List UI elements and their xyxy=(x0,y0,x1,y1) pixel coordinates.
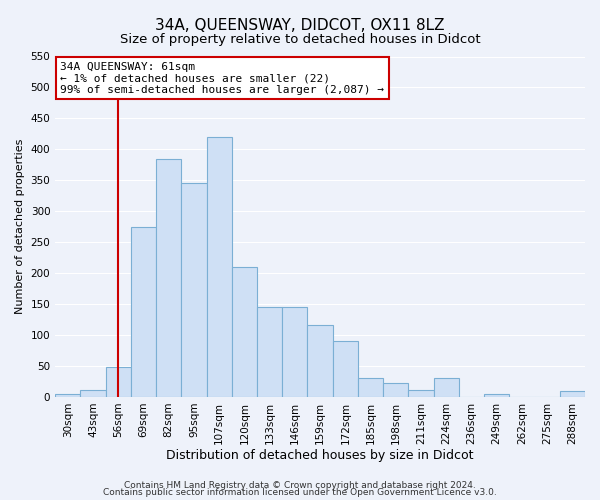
Bar xyxy=(257,307,282,397)
Text: 34A, QUEENSWAY, DIDCOT, OX11 8LZ: 34A, QUEENSWAY, DIDCOT, OX11 8LZ xyxy=(155,18,445,32)
Bar xyxy=(106,367,131,397)
Bar xyxy=(332,341,358,397)
Bar xyxy=(307,324,332,397)
Bar xyxy=(181,184,206,397)
Y-axis label: Number of detached properties: Number of detached properties xyxy=(15,139,25,314)
Text: Contains public sector information licensed under the Open Government Licence v3: Contains public sector information licen… xyxy=(103,488,497,497)
Bar xyxy=(434,378,459,397)
Bar xyxy=(383,384,409,397)
Bar xyxy=(232,267,257,397)
Bar xyxy=(55,394,80,397)
Text: 34A QUEENSWAY: 61sqm
← 1% of detached houses are smaller (22)
99% of semi-detach: 34A QUEENSWAY: 61sqm ← 1% of detached ho… xyxy=(61,62,385,95)
Bar xyxy=(131,226,156,397)
Bar xyxy=(206,137,232,397)
Bar xyxy=(80,390,106,397)
X-axis label: Distribution of detached houses by size in Didcot: Distribution of detached houses by size … xyxy=(166,450,474,462)
Bar xyxy=(282,307,307,397)
Bar xyxy=(156,158,181,397)
Bar xyxy=(358,378,383,397)
Bar xyxy=(560,391,585,397)
Bar xyxy=(409,390,434,397)
Text: Contains HM Land Registry data © Crown copyright and database right 2024.: Contains HM Land Registry data © Crown c… xyxy=(124,480,476,490)
Bar xyxy=(484,394,509,397)
Text: Size of property relative to detached houses in Didcot: Size of property relative to detached ho… xyxy=(119,32,481,46)
